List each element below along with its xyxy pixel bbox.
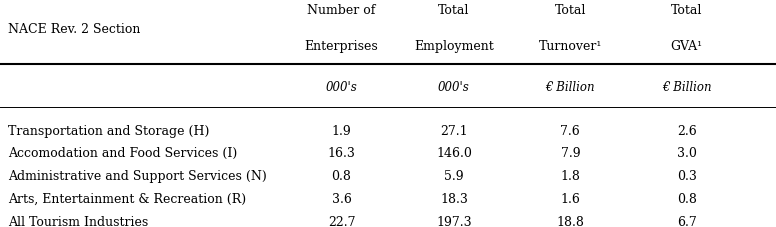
Text: Number of: Number of: [307, 4, 376, 17]
Text: Transportation and Storage (H): Transportation and Storage (H): [8, 124, 210, 137]
Text: 7.9: 7.9: [560, 147, 580, 160]
Text: 000's: 000's: [438, 81, 469, 94]
Text: Employment: Employment: [414, 40, 494, 53]
Text: 197.3: 197.3: [436, 215, 472, 227]
Text: NACE Rev. 2 Section: NACE Rev. 2 Section: [8, 23, 140, 36]
Text: All Tourism Industries: All Tourism Industries: [8, 215, 148, 227]
Text: € Billion: € Billion: [662, 81, 712, 94]
Text: Accomodation and Food Services (I): Accomodation and Food Services (I): [8, 147, 237, 160]
Text: 0.8: 0.8: [677, 192, 697, 205]
Text: Total: Total: [555, 4, 586, 17]
Text: 16.3: 16.3: [327, 147, 355, 160]
Text: Arts, Entertainment & Recreation (R): Arts, Entertainment & Recreation (R): [8, 192, 246, 205]
Text: 3.0: 3.0: [677, 147, 697, 160]
Text: 2.6: 2.6: [677, 124, 697, 137]
Text: 146.0: 146.0: [436, 147, 472, 160]
Text: 000's: 000's: [326, 81, 357, 94]
Text: 18.3: 18.3: [440, 192, 468, 205]
Text: Turnover¹: Turnover¹: [539, 40, 602, 53]
Text: 6.7: 6.7: [677, 215, 697, 227]
Text: € Billion: € Billion: [546, 81, 595, 94]
Text: GVA¹: GVA¹: [670, 40, 703, 53]
Text: 3.6: 3.6: [331, 192, 352, 205]
Text: 22.7: 22.7: [327, 215, 355, 227]
Text: 18.8: 18.8: [556, 215, 584, 227]
Text: Administrative and Support Services (N): Administrative and Support Services (N): [8, 169, 266, 183]
Text: 7.6: 7.6: [560, 124, 580, 137]
Text: 5.9: 5.9: [444, 169, 464, 183]
Text: 1.8: 1.8: [560, 169, 580, 183]
Text: 1.9: 1.9: [331, 124, 352, 137]
Text: Total: Total: [671, 4, 702, 17]
Text: Enterprises: Enterprises: [304, 40, 379, 53]
Text: 0.3: 0.3: [677, 169, 697, 183]
Text: 1.6: 1.6: [560, 192, 580, 205]
Text: Total: Total: [438, 4, 469, 17]
Text: 0.8: 0.8: [331, 169, 352, 183]
Text: 27.1: 27.1: [440, 124, 468, 137]
